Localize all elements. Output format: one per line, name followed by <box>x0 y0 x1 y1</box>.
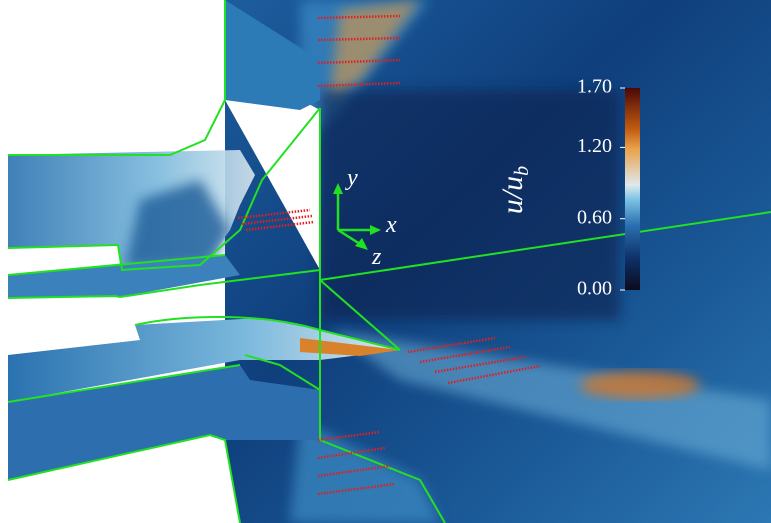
colorbar-tick-label: 1.20 <box>577 135 612 157</box>
label-sub: b <box>511 166 533 176</box>
axis-label: x <box>385 212 397 238</box>
axis-label: y <box>345 165 358 191</box>
lower-duct-2 <box>8 365 320 480</box>
colorbar-tick-label: 0.60 <box>577 206 612 228</box>
axes-triad: y x z <box>333 165 397 270</box>
outlines <box>7 0 771 523</box>
axis-label: z <box>371 244 382 270</box>
colorbar: u/ub 0.00 0.60 1.20 1.70 <box>496 76 640 300</box>
colorbar-scale <box>625 88 640 290</box>
probe-lines <box>237 14 541 496</box>
colorbar-tick-label: 1.70 <box>577 76 612 98</box>
label-main: u/u <box>496 176 529 214</box>
colorbar-label: u/ub <box>496 166 533 214</box>
colorbar-tick-label: 0.00 <box>577 278 612 300</box>
